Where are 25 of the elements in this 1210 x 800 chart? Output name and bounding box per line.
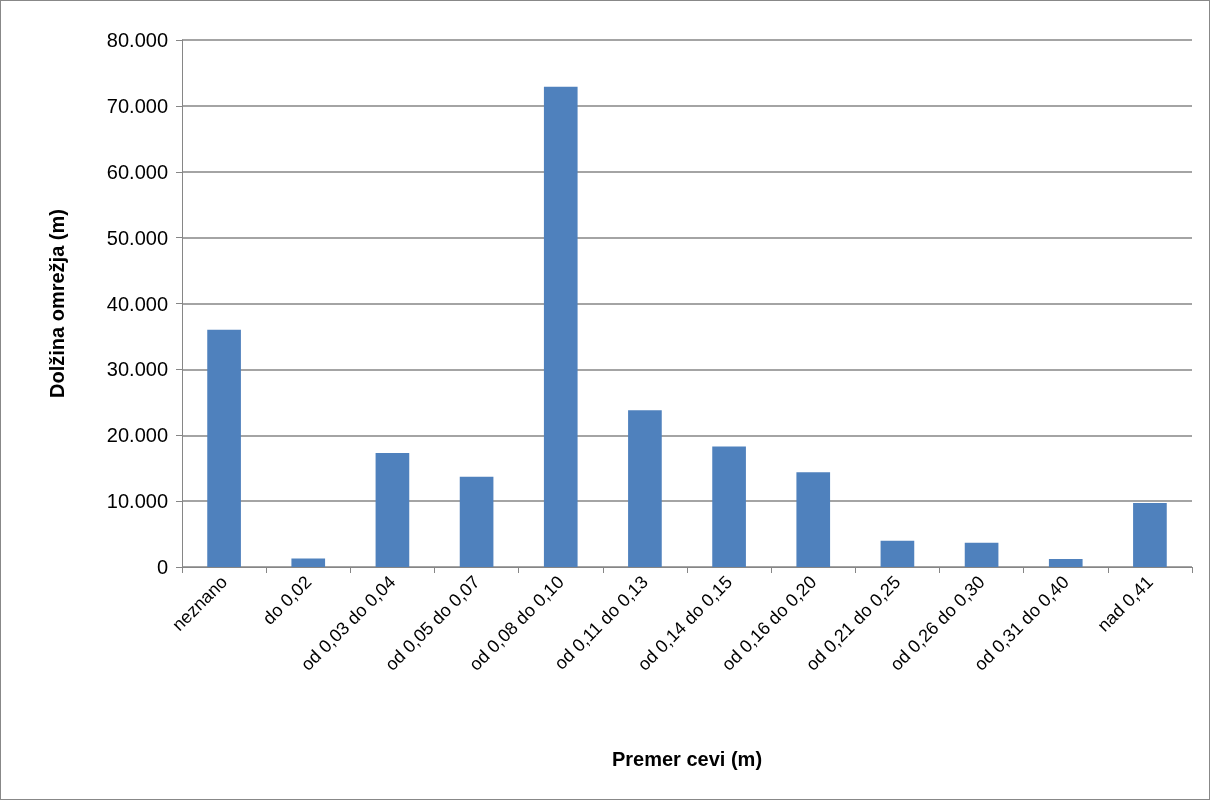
y-tick-label: 70.000 xyxy=(106,94,168,117)
y-tick-label: 30.000 xyxy=(106,358,168,381)
bar xyxy=(628,410,662,567)
y-tick-label: 0 xyxy=(156,556,168,578)
bar xyxy=(543,86,578,567)
y-tick-label: 60.000 xyxy=(106,160,168,183)
bar xyxy=(796,472,831,567)
y-tick-label: 40.000 xyxy=(106,292,168,315)
bar xyxy=(880,540,915,567)
x-tick-label: do 0,02 xyxy=(258,571,316,629)
bar xyxy=(964,542,999,567)
y-tick-label: 20.000 xyxy=(106,424,168,447)
x-axis-title: Premer cevi (m) xyxy=(611,748,763,770)
y-tick-label: 50.000 xyxy=(106,226,168,249)
bar xyxy=(1048,559,1083,567)
bar xyxy=(375,453,410,567)
bar xyxy=(207,329,241,567)
y-tick-label: 80.000 xyxy=(106,29,168,51)
bar xyxy=(459,476,494,567)
bar xyxy=(291,558,326,567)
bar xyxy=(712,446,746,567)
y-axis-title: Dolžina omrežja (m) xyxy=(46,209,68,398)
bar xyxy=(1133,503,1167,567)
x-tick-label: nad 0,41 xyxy=(1093,571,1157,636)
y-tick-label: 10.000 xyxy=(106,490,168,513)
